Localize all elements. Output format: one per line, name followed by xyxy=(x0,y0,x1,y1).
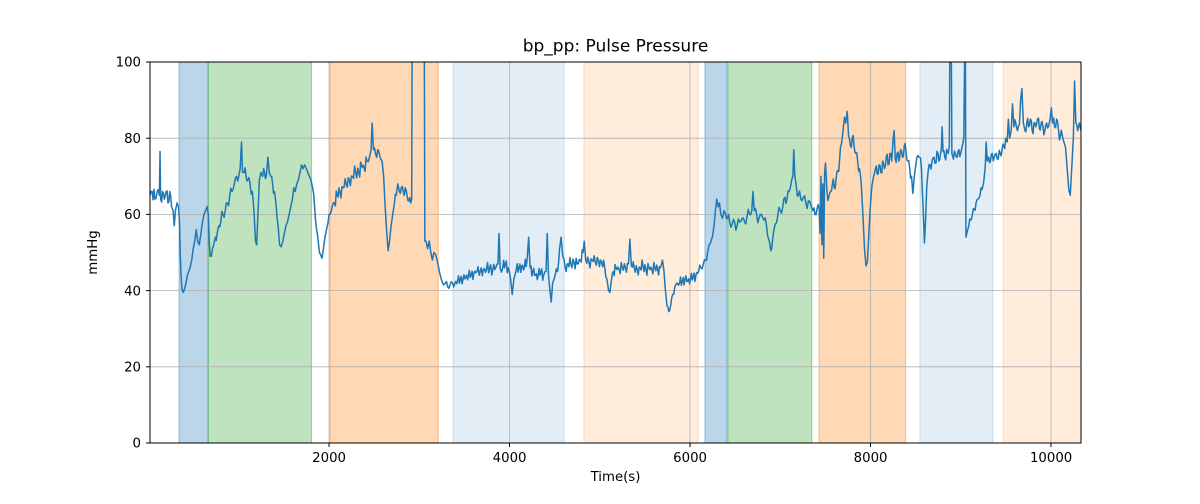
y-tick-label: 80 xyxy=(124,132,141,147)
chart-title: bp_pp: Pulse Pressure xyxy=(523,37,709,57)
pulse-pressure-line xyxy=(150,62,1081,313)
x-tick-labels: 2000 4000 6000 8000 10000 xyxy=(312,451,1072,466)
y-tick-label: 20 xyxy=(124,361,141,376)
y-axis-label: mmHg xyxy=(86,230,101,274)
y-tick-label: 0 xyxy=(133,437,141,452)
highlight-band xyxy=(818,61,907,444)
x-axis-label: Time(s) xyxy=(590,470,641,485)
x-tick-label: 10000 xyxy=(1030,451,1072,466)
highlight-band xyxy=(207,61,312,444)
axes-frame xyxy=(149,61,1082,444)
y-tick-label: 40 xyxy=(124,284,141,299)
y-tick-label: 60 xyxy=(124,208,141,223)
x-tick-label: 8000 xyxy=(854,451,888,466)
y-tick-label: 100 xyxy=(116,56,141,71)
highlight-band xyxy=(452,61,565,444)
highlight-band xyxy=(727,61,813,444)
y-tick-labels: 0 20 40 60 80 100 xyxy=(116,56,141,452)
tick-marks xyxy=(146,61,1052,447)
x-tick-label: 6000 xyxy=(673,451,707,466)
x-tick-label: 4000 xyxy=(493,451,527,466)
highlight-band xyxy=(329,61,439,444)
x-tick-label: 2000 xyxy=(312,451,346,466)
highlight-band xyxy=(178,61,209,444)
highlight-band xyxy=(583,61,699,444)
highlight-band xyxy=(919,61,994,444)
